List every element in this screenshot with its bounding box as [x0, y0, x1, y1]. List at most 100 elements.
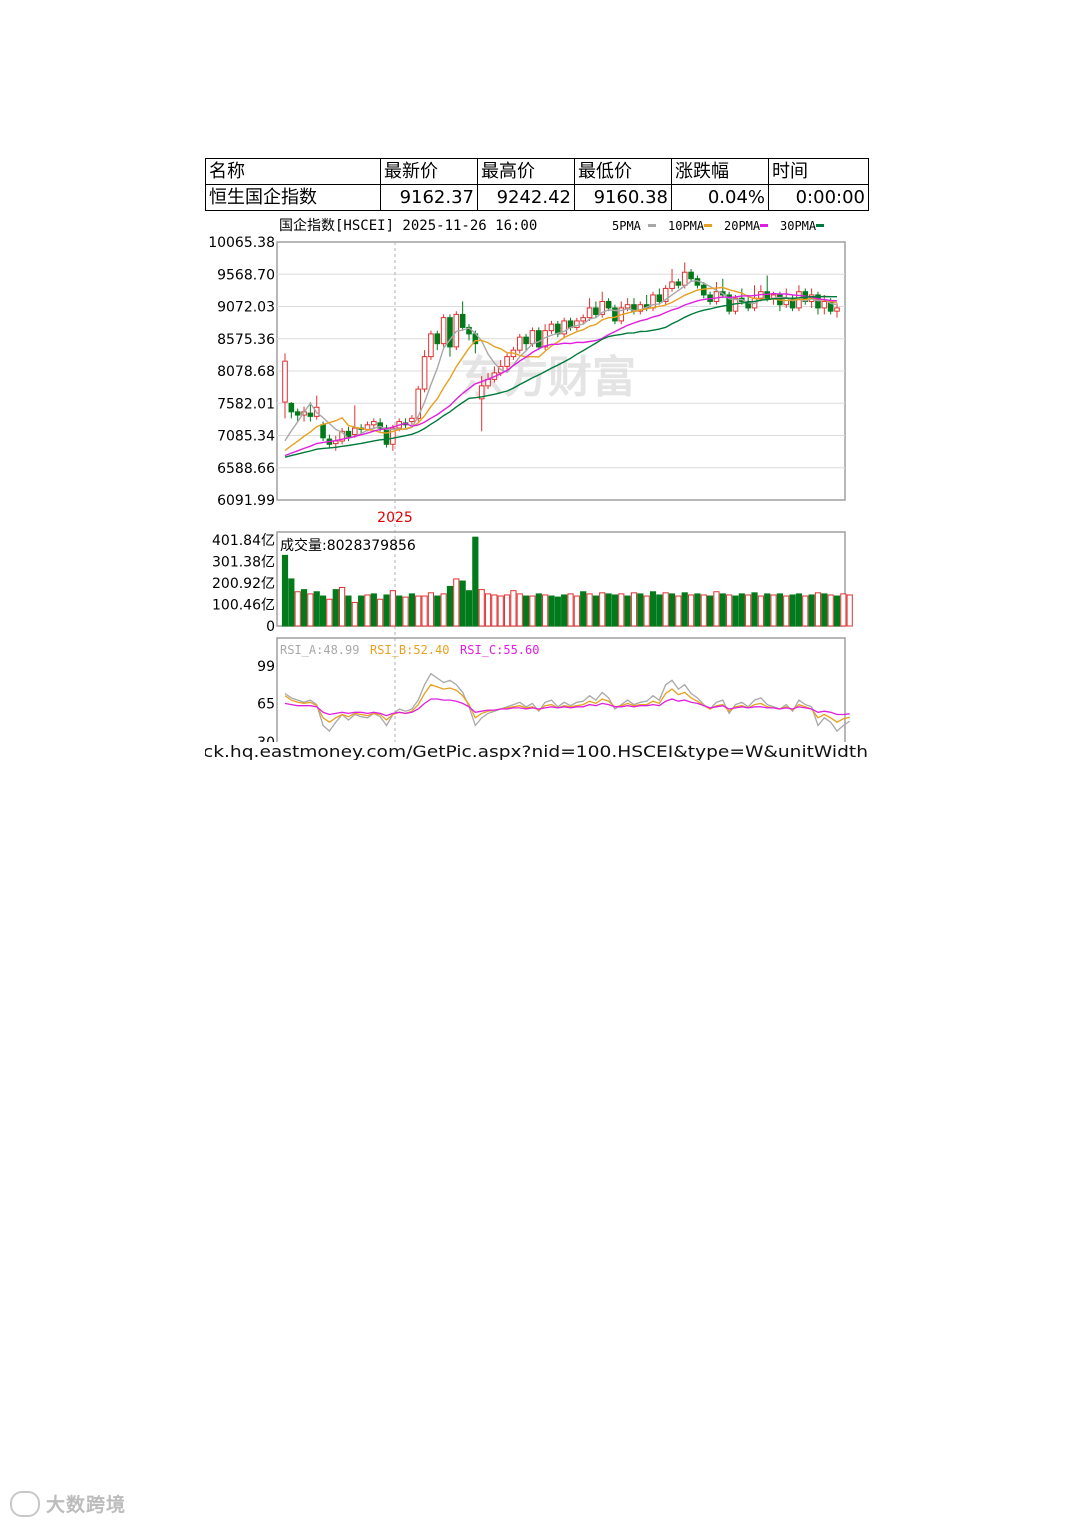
volume-bar	[567, 593, 574, 627]
footer-brand-text: 大数跨境	[46, 1494, 127, 1516]
volume-bar	[339, 586, 346, 627]
volume-bar	[649, 591, 657, 627]
header-low: 最低价	[574, 158, 672, 185]
candle-body	[516, 336, 523, 351]
volume-tick-label: 301.38亿	[212, 555, 275, 571]
volume-bar	[396, 595, 403, 627]
volume-bar	[808, 594, 815, 627]
volume-bar	[389, 590, 396, 627]
price-tick-label: 10065.38	[208, 235, 275, 251]
candle-body	[288, 402, 295, 413]
volume-bar	[427, 592, 435, 627]
candle-body	[599, 300, 606, 315]
volume-bar	[440, 593, 447, 627]
volume-bar	[789, 594, 796, 627]
volume-bar	[535, 593, 542, 627]
volume-tick-label: 0	[266, 619, 275, 635]
candle-body	[605, 300, 612, 309]
rsi-line-a	[284, 672, 851, 732]
volume-bar	[364, 594, 371, 627]
price-panel: 10065.38 9568.70 9072.03 8575.36 8078.68 7582…	[208, 217, 846, 750]
hscei-chart-image: 东方财富 10065.38 9568.70 9072.03 8575.36 8078.6…	[205, 217, 870, 760]
legend-swatch	[816, 224, 824, 227]
volume-bar	[453, 578, 460, 627]
volume-panel: 成交量:8028379856 401.84亿 301.38亿 200.92亿 100.4…	[212, 531, 853, 635]
url-strip: ck.hq.eastmoney.com/GetPic.aspx?nid=100.…	[205, 742, 870, 760]
volume-bar	[491, 594, 498, 627]
price-tick-label: 6588.66	[217, 461, 275, 477]
header-latest: 最新价	[380, 158, 478, 185]
volume-bar	[459, 580, 466, 627]
volume-bar	[764, 593, 771, 627]
volume-tick-label: 100.46亿	[212, 598, 275, 614]
volume-bar	[757, 595, 764, 627]
legend-label-5pma: 5PMA	[612, 219, 642, 233]
watermark: 东方财富	[460, 352, 636, 403]
volume-tick-label: 401.84亿	[212, 533, 275, 549]
url-text: ck.hq.eastmoney.com/GetPic.aspx?nid=100.…	[205, 742, 868, 760]
quote-data-row: 恒生国企指数 9162.37 9242.42 9160.38 0.04% 0:0…	[205, 184, 869, 211]
candle-body	[713, 291, 720, 302]
volume-frame	[276, 531, 846, 627]
volume-bar	[700, 594, 707, 627]
volume-bar	[383, 594, 390, 627]
price-title: 国企指数[HSCEI] 2025-11-26 16:00	[279, 217, 537, 234]
volume-bar	[668, 593, 676, 627]
volume-bar	[281, 554, 289, 627]
legend-label-10pma: 10PMA	[668, 219, 705, 233]
volume-title: 成交量:8028379856	[280, 537, 416, 554]
volume-bar	[313, 591, 320, 627]
volume-bar	[573, 595, 580, 627]
candle-body	[523, 336, 529, 345]
price-tick-label: 7085.34	[217, 429, 275, 445]
header-high: 最高价	[477, 158, 575, 185]
candle-body	[339, 430, 345, 442]
volume-bar	[497, 595, 504, 627]
volume-bar	[624, 595, 631, 627]
volume-bar	[833, 595, 841, 627]
volume-bar	[675, 595, 682, 627]
candle-body	[624, 304, 631, 309]
candle-body	[371, 421, 377, 426]
rsi-legend-label: RSI_C:55.60	[460, 643, 539, 657]
rsi-line-b	[284, 683, 850, 723]
volume-bar	[605, 593, 612, 627]
volume-bar	[732, 595, 739, 627]
rsi-legend-label: RSI_B:52.40	[370, 643, 449, 657]
price-tick-label: 8575.36	[217, 332, 275, 348]
volume-bar	[542, 594, 549, 627]
cell-high: 9242.42	[477, 184, 575, 211]
legend-swatch	[760, 224, 768, 227]
header-name: 名称	[205, 158, 381, 185]
cell-latest: 9162.37	[380, 184, 478, 211]
candle-body	[548, 323, 555, 332]
legend-label-20pma: 20PMA	[724, 219, 761, 233]
volume-bar	[300, 589, 308, 627]
candle-body	[726, 294, 732, 312]
url-strip-bg	[205, 742, 870, 760]
volume-bar	[687, 594, 695, 627]
cell-low: 9160.38	[574, 184, 672, 211]
candle-body	[821, 300, 828, 309]
volume-bar	[446, 585, 454, 627]
volume-bar	[484, 593, 492, 627]
candle-body	[675, 281, 682, 286]
rsi-legend-label: RSI_A:48.99	[280, 643, 359, 657]
volume-bar	[821, 593, 828, 627]
volume-tick-label: 200.92亿	[212, 576, 275, 592]
volume-bar	[827, 594, 834, 627]
volume-bar	[630, 592, 638, 627]
volume-bar	[358, 595, 365, 627]
candle-body	[428, 333, 434, 358]
candle-body	[504, 356, 510, 367]
volume-bar	[307, 593, 314, 627]
20pma-line	[284, 292, 838, 457]
volume-bar	[326, 598, 333, 627]
volume-bar	[294, 591, 301, 627]
quote-table: 名称 最新价 最高价 最低价 涨跌幅 时间 恒生国企指数 9162.37 924…	[205, 158, 869, 211]
volume-bar	[561, 594, 568, 627]
candle-body	[681, 271, 688, 286]
volume-bar	[783, 595, 790, 627]
year-marker-label: 2025	[377, 510, 413, 526]
